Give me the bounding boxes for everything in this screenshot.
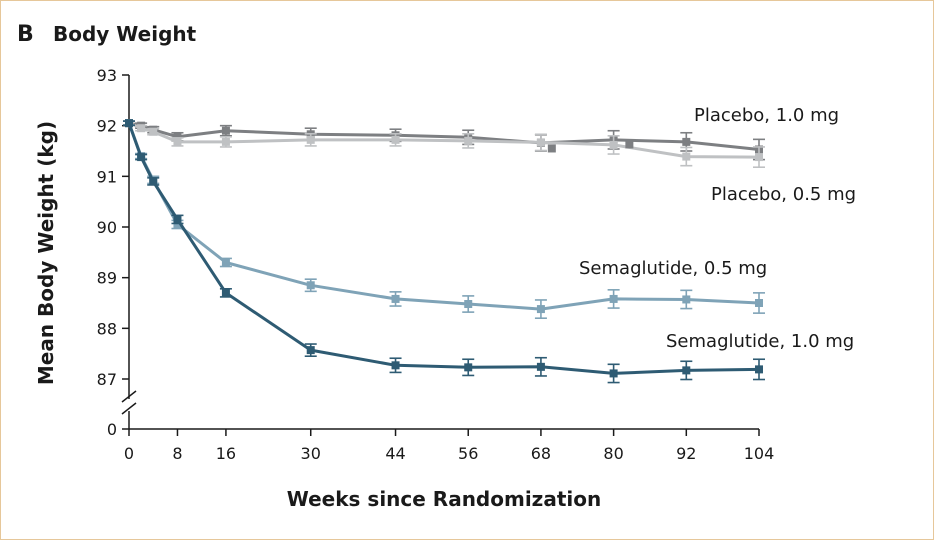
data-point xyxy=(536,138,545,147)
data-point xyxy=(221,126,230,135)
x-tick-label: 44 xyxy=(385,444,405,463)
data-point xyxy=(306,281,315,290)
series-2 xyxy=(123,119,765,169)
data-point xyxy=(682,366,691,375)
data-point xyxy=(149,177,158,186)
data-point xyxy=(137,124,146,133)
x-tick-label: 68 xyxy=(531,444,551,463)
data-point xyxy=(125,119,133,128)
data-point xyxy=(221,288,230,297)
data-point xyxy=(464,363,473,372)
data-point xyxy=(149,127,158,136)
data-point xyxy=(391,135,400,144)
data-point xyxy=(306,135,315,144)
data-point xyxy=(137,153,146,162)
series-line xyxy=(127,122,760,375)
series-label-semaglutide-0-5: Semaglutide, 0.5 mg xyxy=(579,258,767,279)
panel-letter: B xyxy=(17,22,34,47)
x-tick-label: 30 xyxy=(301,444,321,463)
y-axis-title: Mean Body Weight (kg) xyxy=(34,121,58,385)
data-point xyxy=(173,137,182,146)
data-point xyxy=(221,137,230,146)
data-point xyxy=(609,294,618,303)
data-point xyxy=(682,137,691,146)
data-point xyxy=(755,299,763,307)
series-label-semaglutide-1-0: Semaglutide, 1.0 mg xyxy=(666,331,854,352)
x-tick-label: 80 xyxy=(603,444,623,463)
y-axis-break-mark xyxy=(121,390,137,403)
data-point xyxy=(306,346,315,355)
y-tick-label: 0 xyxy=(107,420,117,439)
series-label-placebo-1-0: Placebo, 1.0 mg xyxy=(694,105,839,126)
data-point xyxy=(536,305,545,314)
series-4 xyxy=(123,119,765,384)
y-tick-label: 93 xyxy=(97,66,117,85)
data-point xyxy=(221,258,230,267)
data-point xyxy=(391,294,400,303)
data-point xyxy=(173,215,182,224)
extra-data-point xyxy=(547,144,556,153)
x-axis-title: Weeks since Randomization xyxy=(287,487,601,511)
y-tick-label: 90 xyxy=(97,218,117,237)
x-tick-label: 56 xyxy=(458,444,478,463)
data-point xyxy=(609,369,618,378)
y-axis-break-mark xyxy=(121,402,137,415)
y-tick-label: 87 xyxy=(97,370,117,389)
y-tick-label: 88 xyxy=(97,319,117,338)
chart-title: Body Weight xyxy=(53,22,197,46)
axes: 87 88 89 90 91 92 93 00 8 16 30 44 56 68 80 92 104 xyxy=(97,66,775,463)
data-point xyxy=(464,136,473,145)
series-3 xyxy=(123,119,765,320)
data-point xyxy=(755,153,763,162)
series-line xyxy=(127,122,760,311)
data-point xyxy=(391,361,400,370)
extra-data-point xyxy=(625,140,634,149)
x-tick-label: 16 xyxy=(216,444,236,463)
data-point xyxy=(173,132,182,141)
data-point xyxy=(682,152,691,161)
series-label-placebo-0-5: Placebo, 0.5 mg xyxy=(711,184,856,205)
data-point xyxy=(755,365,763,374)
data-point xyxy=(536,362,545,371)
data-point xyxy=(609,140,618,149)
data-point xyxy=(173,220,182,229)
x-tick-label: 0 xyxy=(124,444,134,463)
y-tick-label: 92 xyxy=(97,117,117,136)
data-point xyxy=(464,300,473,309)
y-tick-label: 91 xyxy=(97,167,117,186)
x-tick-label: 104 xyxy=(744,444,775,463)
x-tick-label: 92 xyxy=(676,444,696,463)
x-tick-label: 8 xyxy=(172,444,182,463)
data-point xyxy=(682,295,691,304)
y-tick-label: 89 xyxy=(97,269,117,288)
series-layer xyxy=(123,119,765,384)
